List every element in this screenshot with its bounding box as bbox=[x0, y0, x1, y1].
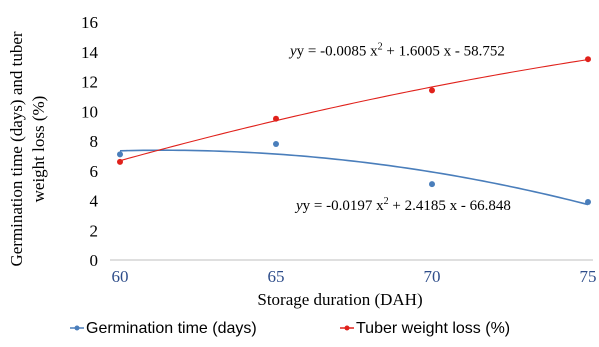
eq-weight-loss-sup: 2 bbox=[378, 41, 383, 52]
data-point bbox=[273, 140, 279, 147]
eq-germination-prefix: y = -0.0197 x bbox=[303, 198, 384, 214]
legend: Germination time (days) Tuber weight loss… bbox=[70, 320, 510, 337]
eq-weight-loss-suffix: + 1.6005 x - 58.752 bbox=[383, 43, 505, 59]
trendline-equation-weight-loss: yy = -0.0085 x2 + 1.6005 x - 58.752 bbox=[288, 41, 505, 59]
y-axis-title-line-1: Germination time (days) and tuber bbox=[7, 31, 26, 266]
eq-germination-sup: 2 bbox=[384, 196, 389, 207]
trendline bbox=[119, 149, 589, 206]
eq-weight-loss-prefix: y = -0.0085 x bbox=[297, 43, 378, 59]
data-point bbox=[117, 158, 123, 165]
data-point bbox=[273, 115, 279, 122]
x-tick-label: 75 bbox=[580, 267, 597, 286]
legend-swatch-marker bbox=[74, 325, 80, 331]
y-tick-label: 14 bbox=[81, 43, 99, 62]
data-point bbox=[117, 151, 123, 158]
series-0 bbox=[117, 140, 591, 206]
y-axis-title-line-2: weight loss (%) bbox=[29, 96, 48, 203]
legend-item: Germination time (days) bbox=[70, 320, 257, 337]
x-axis-title: Storage duration (DAH) bbox=[257, 290, 422, 309]
y-tick-label: 4 bbox=[90, 192, 99, 211]
x-tick-label: 60 bbox=[112, 267, 129, 286]
data-point bbox=[585, 56, 591, 63]
x-axis-ticks: 60 65 70 75 bbox=[112, 267, 597, 286]
x-tick-label: 70 bbox=[424, 267, 441, 286]
data-point bbox=[585, 198, 591, 205]
data-point bbox=[429, 87, 435, 94]
series-1 bbox=[117, 56, 591, 165]
trendline-equation-germination: yy = -0.0197 x2 + 2.4185 x - 66.848 bbox=[294, 196, 511, 214]
legend-label: Tuber weight loss (%) bbox=[356, 320, 510, 337]
legend-label: Germination time (days) bbox=[86, 320, 257, 337]
eq-germination-suffix: + 2.4185 x - 66.848 bbox=[389, 198, 511, 214]
y-tick-label: 6 bbox=[90, 162, 99, 181]
y-tick-label: 2 bbox=[90, 221, 99, 240]
x-tick-label: 65 bbox=[268, 267, 285, 286]
y-tick-label: 10 bbox=[81, 102, 98, 121]
y-tick-label: 12 bbox=[81, 73, 98, 92]
data-point bbox=[429, 181, 435, 188]
y-tick-label: 16 bbox=[81, 13, 98, 32]
y-axis-ticks: 0 2 4 6 8 10 12 14 16 bbox=[81, 13, 99, 270]
legend-swatch-marker bbox=[344, 325, 350, 331]
y-tick-label: 8 bbox=[90, 132, 99, 151]
series-layer bbox=[117, 56, 591, 206]
y-tick-label: 0 bbox=[90, 251, 99, 270]
legend-item: Tuber weight loss (%) bbox=[340, 320, 510, 337]
trendline bbox=[119, 59, 589, 162]
